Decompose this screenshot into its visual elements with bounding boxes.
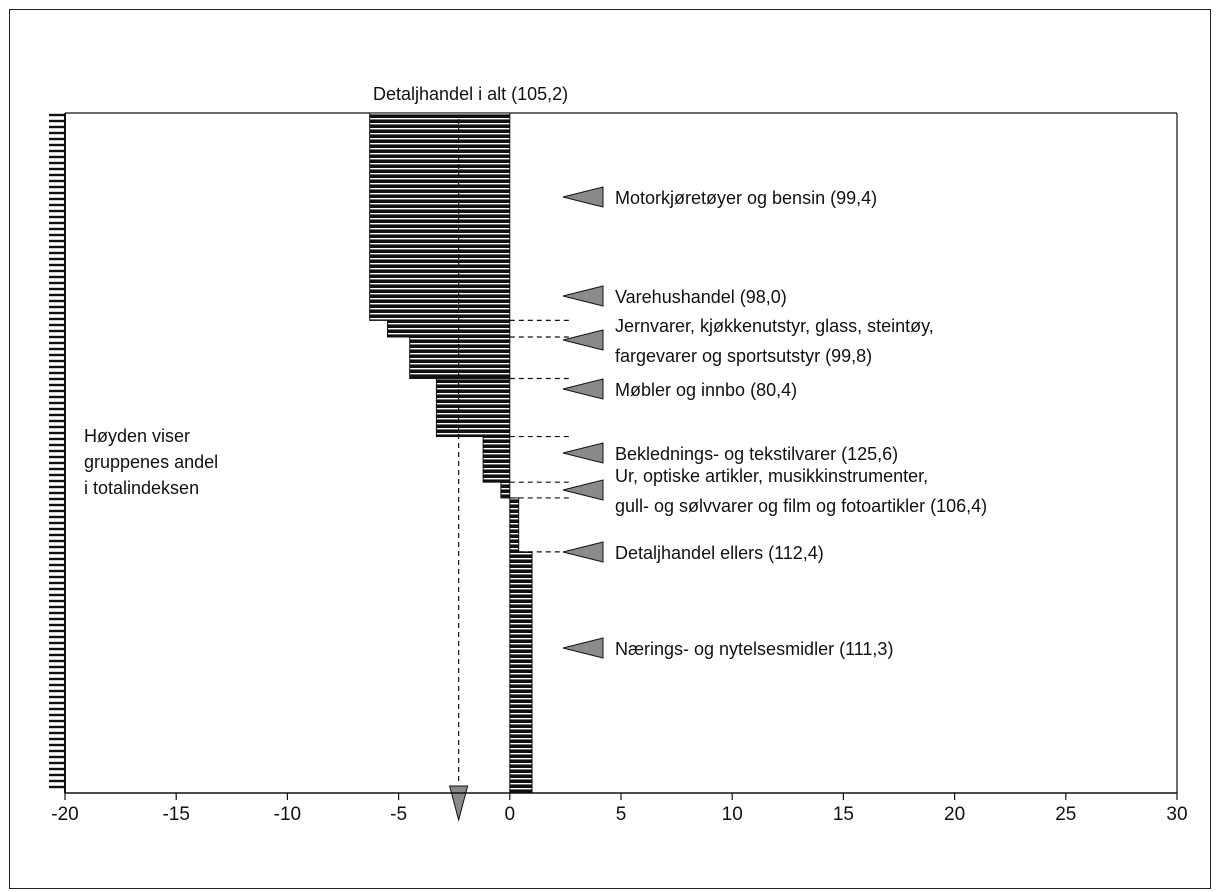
note-line: Høyden viser	[84, 426, 190, 446]
x-tick-label: -5	[390, 804, 407, 825]
bar	[386, 319, 511, 338]
bar-labels: Motorkjøretøyer og bensin (99,4) Varehush…	[562, 186, 987, 659]
bar-label: Varehushandel (98,0)	[615, 287, 787, 307]
label-pointer-icon	[562, 186, 604, 208]
bar	[409, 336, 511, 379]
chart-frame	[9, 9, 1211, 889]
bar	[509, 551, 533, 794]
bars-group	[369, 112, 533, 794]
height-note: Høyden viser gruppenes andel i totalinde…	[84, 426, 223, 498]
bar	[482, 436, 511, 483]
bar-label: fargevarer og sportsutstyr (99,8)	[615, 346, 872, 366]
bar	[509, 497, 520, 553]
x-tick-label: 0	[505, 804, 516, 825]
label-pointer-icon	[562, 637, 604, 659]
x-tick-label: -15	[162, 804, 189, 825]
x-tick-label: -10	[274, 804, 301, 825]
y-axis-ticks	[49, 113, 65, 789]
bar-label: Nærings- og nytelsesmidler (111,3)	[615, 639, 893, 659]
x-tick-label: -20	[51, 804, 78, 825]
bar-label: Møbler og innbo (80,4)	[615, 380, 797, 400]
label-pointer-icon	[562, 479, 604, 501]
note-line: i totalindeksen	[84, 478, 199, 498]
x-tick-label: 30	[1166, 804, 1187, 825]
label-pointer-icon	[562, 285, 604, 307]
bar-label: Jernvarer, kjøkkenutstyr, glass, steintø…	[615, 316, 934, 336]
bar-label: gull- og sølvvarer og film og fotoartikl…	[615, 496, 987, 516]
x-tick-label: 20	[944, 804, 965, 825]
label-pointer-icon	[562, 329, 604, 351]
bar-label: Motorkjøretøyer og bensin (99,4)	[615, 188, 877, 208]
label-pointer-icon	[562, 442, 604, 464]
bar	[369, 112, 511, 321]
bar	[500, 481, 511, 499]
x-tick-label: 25	[1055, 804, 1076, 825]
bar-label: Beklednings- og tekstilvarer (125,6)	[615, 444, 898, 464]
chart-title: Detaljhandel i alt (105,2)	[373, 84, 568, 104]
x-tick-label: 10	[722, 804, 743, 825]
bar-label: Ur, optiske artikler, musikkinstrumenter…	[615, 466, 928, 486]
bar-label: Detaljhandel ellers (112,4)	[615, 543, 824, 563]
leader-lines	[448, 119, 570, 822]
note-line: gruppenes andel	[84, 452, 218, 472]
x-tick-label: 15	[833, 804, 854, 825]
label-pointer-icon	[562, 378, 604, 400]
label-pointer-icon	[562, 541, 604, 563]
x-axis: -20 -15 -10 -5 0 5 10 15 20 25 30	[51, 792, 1188, 825]
bar	[435, 377, 511, 438]
total-marker-arrow-icon	[448, 785, 469, 822]
x-tick-label: 5	[616, 804, 627, 825]
